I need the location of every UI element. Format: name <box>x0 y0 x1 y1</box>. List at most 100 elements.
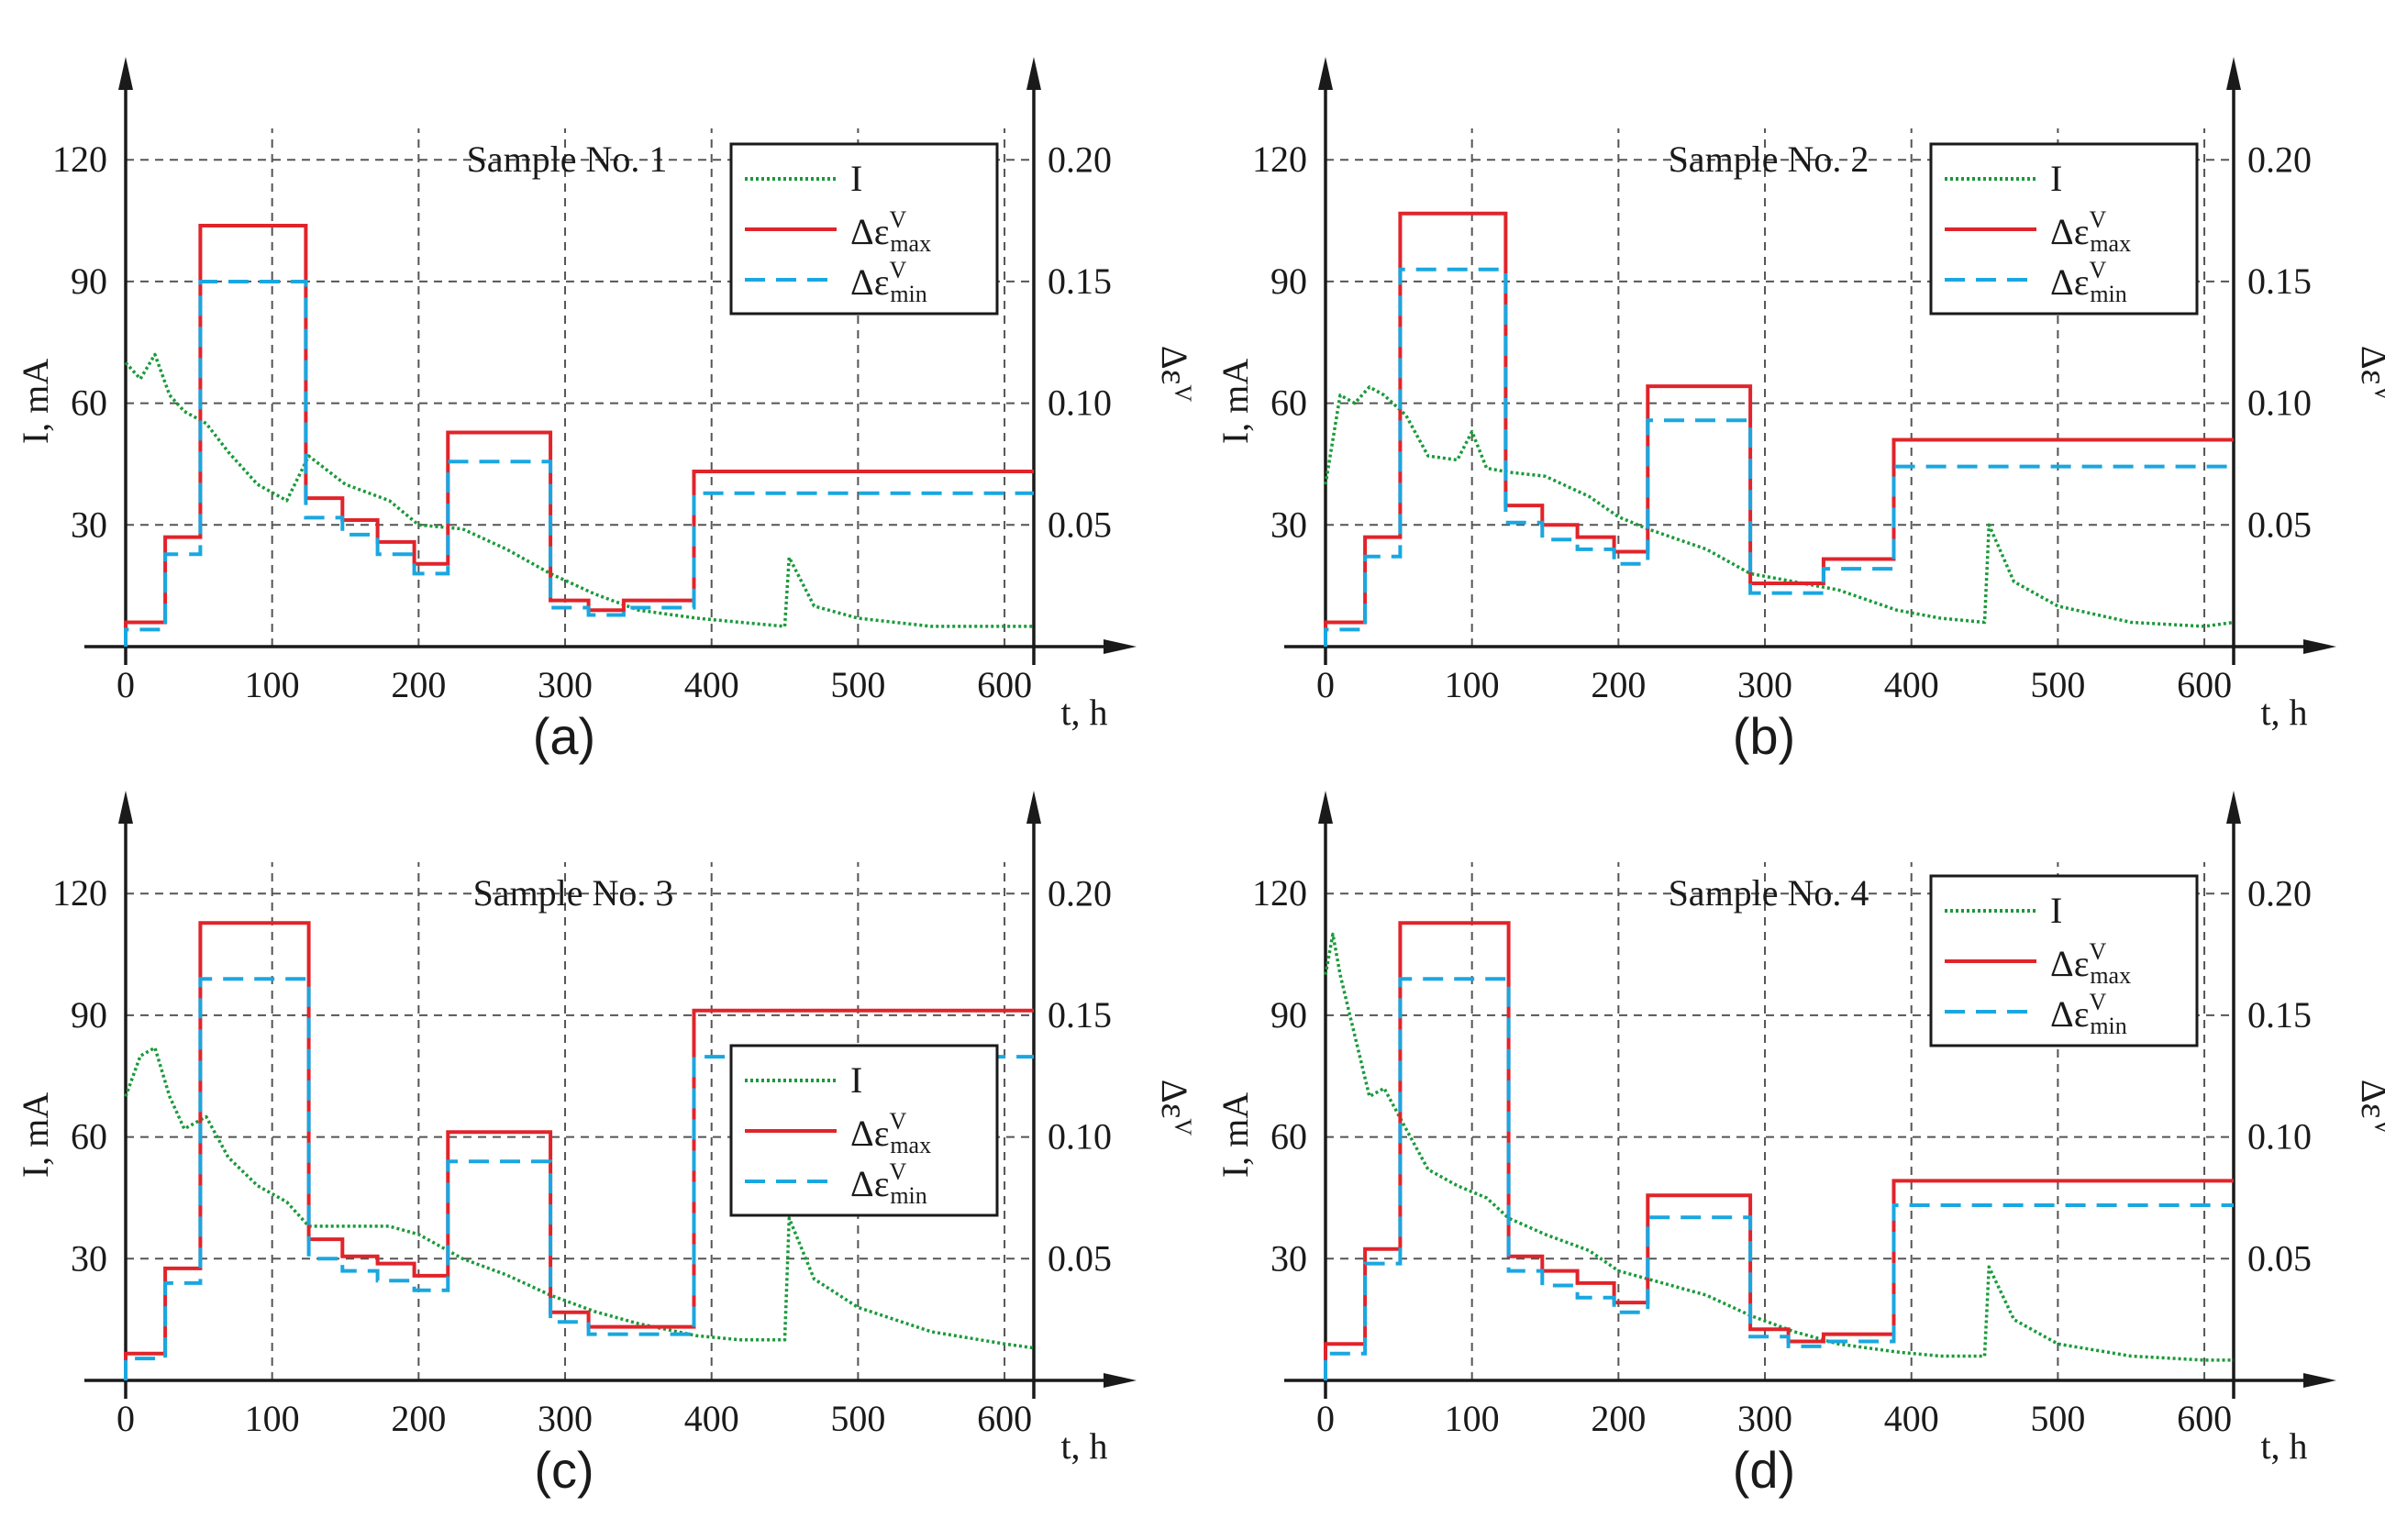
x-axis-label: t, h <box>1060 692 1107 733</box>
legend-eps-max-label: ΔεV max <box>2050 206 2131 257</box>
chart-panel-a: 0 100 200 300 400 500 600 30 60 90 120 0.05 0.10 0.15… <box>15 57 1196 765</box>
x-tick-label: 100 <box>245 1398 300 1439</box>
legend-eps-min-label: ΔεV min <box>850 257 927 307</box>
x-tick-label: 0 <box>116 664 135 705</box>
sample-title: Sample No. 1 <box>467 138 668 180</box>
x-tick-label: 200 <box>1591 664 1646 705</box>
x-tick-label: 100 <box>1445 1398 1500 1439</box>
y-axis-right-arrow-icon <box>1026 57 1041 90</box>
x-tick-label: 200 <box>391 664 446 705</box>
panel-label: (d) <box>1733 1441 1795 1499</box>
x-tick-label: 500 <box>2030 664 2085 705</box>
series-eps-max-line <box>124 224 1034 647</box>
x-tick-label: 400 <box>1884 664 1939 705</box>
x-tick-label: 0 <box>1316 664 1335 705</box>
x-tick-label: 500 <box>830 664 885 705</box>
y-axis-label-left: I, mA <box>1215 1092 1256 1178</box>
chart-panel-c: 0 100 200 300 400 500 600 30 60 90 120 0.05 0.10 0.15… <box>15 791 1196 1499</box>
y-tick-label-left: 60 <box>71 1116 107 1158</box>
series-eps-min-line <box>1324 977 2234 1380</box>
x-tick-label: 300 <box>1737 1398 1792 1439</box>
x-tick-label: 100 <box>1445 664 1500 705</box>
x-tick-label: 300 <box>538 1398 593 1439</box>
x-tick-label: 0 <box>1316 1398 1335 1439</box>
legend-current-label: I <box>2050 158 2062 199</box>
y-tick-label-left: 90 <box>71 260 107 302</box>
legend-current-label: I <box>850 158 862 199</box>
x-tick-label: 400 <box>684 664 739 705</box>
x-tick-label: 600 <box>2177 664 2232 705</box>
series-eps-min-line <box>1324 267 2234 647</box>
panel-label: (c) <box>534 1441 593 1499</box>
y-tick-label-right: 0.10 <box>2247 1116 2312 1158</box>
x-tick-label: 400 <box>684 1398 739 1439</box>
y-tick-label-right: 0.15 <box>1048 994 1112 1036</box>
legend-eps-min-label: ΔεV min <box>850 1158 927 1209</box>
y-axis-left-arrow-icon <box>118 791 133 824</box>
chart-panel-d: 0 100 200 300 400 500 600 30 60 90 120 0.05 0.10 0.15… <box>1215 791 2385 1499</box>
legend-current-label: I <box>2050 890 2062 931</box>
y-tick-label-left: 90 <box>1270 994 1307 1036</box>
y-tick-label-right: 0.15 <box>2247 260 2312 302</box>
y-tick-label-right: 0.10 <box>1048 382 1112 424</box>
sample-title: Sample No. 4 <box>1669 872 1869 914</box>
legend-eps-max-label: ΔεV max <box>850 1108 931 1158</box>
y-tick-label-right: 0.10 <box>2247 382 2312 424</box>
y-tick-label-left: 30 <box>1270 1237 1307 1279</box>
y-tick-label-left: 120 <box>52 138 107 180</box>
y-tick-label-left: 120 <box>1252 872 1307 914</box>
x-tick-label: 200 <box>391 1398 446 1439</box>
x-axis-label: t, h <box>2260 692 2307 733</box>
series-eps-min-line <box>124 280 1034 647</box>
series-eps-max-line <box>124 921 1034 1380</box>
x-tick-label: 300 <box>538 664 593 705</box>
chart-panel-b: 0 100 200 300 400 500 600 30 60 90 120 0.05 0.10 0.15… <box>1215 57 2385 765</box>
series-current-line <box>124 352 1034 628</box>
x-axis-arrow-icon <box>1104 1373 1137 1388</box>
y-axis-label-right: ΔεV <box>2354 346 2385 403</box>
panel-label: (b) <box>1733 707 1795 765</box>
y-tick-label-left: 90 <box>1270 260 1307 302</box>
x-tick-label: 400 <box>1884 1398 1939 1439</box>
y-axis-left-arrow-icon <box>1318 791 1333 824</box>
panel-label: (a) <box>533 707 595 765</box>
y-axis-label-left: I, mA <box>1215 359 1256 444</box>
y-tick-label-left: 30 <box>71 504 107 545</box>
y-tick-label-left: 60 <box>71 382 107 424</box>
series-eps-min-line <box>124 977 1034 1380</box>
y-tick-label-left: 120 <box>52 872 107 914</box>
y-tick-label-right: 0.10 <box>1048 1116 1112 1158</box>
x-tick-label: 500 <box>2030 1398 2085 1439</box>
x-axis-arrow-icon <box>2303 639 2336 654</box>
x-tick-label: 500 <box>830 1398 885 1439</box>
y-axis-right-arrow-icon <box>1026 791 1041 824</box>
y-axis-label-right: ΔεV <box>2354 1080 2385 1136</box>
y-tick-label-right: 0.20 <box>1048 138 1112 180</box>
x-tick-label: 200 <box>1591 1398 1646 1439</box>
x-axis-arrow-icon <box>2303 1373 2336 1388</box>
x-axis-label: t, h <box>1060 1425 1107 1467</box>
y-tick-label-left: 30 <box>1270 504 1307 545</box>
y-tick-label-left: 120 <box>1252 138 1307 180</box>
sample-title: Sample No. 3 <box>473 872 674 914</box>
y-tick-label-right: 0.15 <box>1048 260 1112 302</box>
legend-current-label: I <box>850 1059 862 1101</box>
series-current-line <box>1324 932 2234 1362</box>
x-tick-label: 600 <box>2177 1398 2232 1439</box>
y-axis-left-arrow-icon <box>1318 57 1333 90</box>
y-tick-label-right: 0.20 <box>2247 872 2312 914</box>
y-tick-label-right: 0.05 <box>1048 504 1112 545</box>
y-axis-label-right: ΔεV <box>1154 346 1196 403</box>
y-tick-label-right: 0.20 <box>2247 138 2312 180</box>
x-axis-label: t, h <box>2260 1425 2307 1467</box>
y-axis-label-left: I, mA <box>15 1092 56 1178</box>
legend-eps-max-label: ΔεV max <box>850 206 931 257</box>
y-tick-label-left: 90 <box>71 994 107 1036</box>
series-current-line <box>124 1046 1035 1350</box>
y-tick-label-left: 60 <box>1270 1116 1307 1158</box>
y-tick-label-right: 0.20 <box>1048 872 1112 914</box>
y-axis-label-left: I, mA <box>15 359 56 444</box>
x-tick-label: 0 <box>116 1398 135 1439</box>
y-tick-label-right: 0.05 <box>2247 504 2312 545</box>
